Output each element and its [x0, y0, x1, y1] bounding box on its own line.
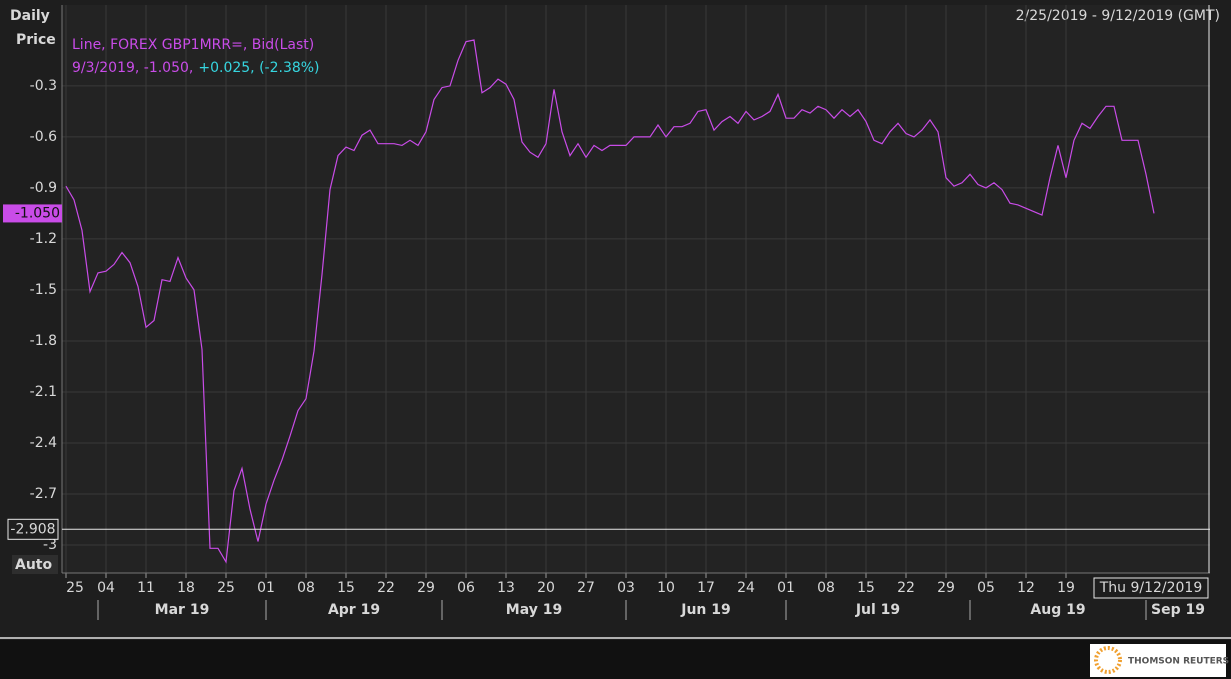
month-label: Apr 19 — [328, 602, 380, 618]
x-tick-label: 01 — [777, 580, 795, 596]
crosshair-y-box — [7, 518, 59, 540]
y-tick-label: -1.2 — [30, 231, 57, 247]
x-tick-label: 19 — [1057, 580, 1075, 596]
x-tick-label: 25 — [66, 580, 84, 596]
x-tick-label: 15 — [337, 580, 355, 596]
x-tick-label: 27 — [577, 580, 595, 596]
x-tick-label: 01 — [257, 580, 275, 596]
legend-entry: Line, FOREX GBP1MRR=, Bid(Last) — [72, 37, 314, 53]
x-tick-label: 25 — [217, 580, 235, 596]
legend-detail-part: +0.025, (-2.38%) — [198, 60, 319, 76]
month-label: Sep 19 — [1151, 602, 1205, 618]
y-tick-label: -1.5 — [30, 282, 57, 298]
y-tick-label: -2.7 — [30, 486, 57, 502]
y-tick-label: -2.4 — [30, 435, 57, 451]
x-tick-label: 18 — [177, 580, 195, 596]
x-tick-label: 13 — [497, 580, 515, 596]
y-tick-label: -1.8 — [30, 333, 57, 349]
month-label: Aug 19 — [1030, 602, 1085, 618]
last-value-label: -1.050 — [15, 205, 60, 221]
x-tick-label: 29 — [937, 580, 955, 596]
x-tick-label: 12 — [1017, 580, 1035, 596]
brand-name: THOMSON REUTERS — [1128, 657, 1229, 667]
scale-mode-box[interactable] — [12, 555, 58, 574]
plot-layer: -0.3 -0.6 -0.9 -1.2 -1.5 -1.8 -2.1 -2.4 -2.7 -3 25… — [3, 5, 1210, 620]
x-tick-label: 20 — [537, 580, 555, 596]
footer-bar — [0, 640, 1231, 679]
legend-detail: 9/3/2019, -1.050, +0.025, (-2.38%) — [72, 60, 320, 76]
crosshair-y-label: -2.908 — [10, 521, 55, 537]
y-tick-label: -0.3 — [30, 78, 57, 94]
scale-mode[interactable]: Auto — [15, 557, 52, 573]
x-tick-label: 06 — [457, 580, 475, 596]
crosshair-x-box — [1093, 577, 1209, 599]
month-label: Mar 19 — [155, 602, 210, 618]
x-tick-label: 08 — [817, 580, 835, 596]
date-range: 2/25/2019 - 9/12/2019 (GMT) — [1016, 8, 1220, 24]
x-tick-label: 22 — [377, 580, 395, 596]
axis-label: Price — [16, 32, 56, 48]
x-tick-label: 04 — [97, 580, 115, 596]
crosshair-x-label: Thu 9/12/2019 — [1099, 580, 1203, 596]
x-tick-label: 03 — [617, 580, 635, 596]
month-label: Jul 19 — [855, 602, 900, 618]
y-tick-label: -0.9 — [30, 180, 57, 196]
last-value-tag — [3, 204, 62, 223]
x-tick-label: 05 — [977, 580, 995, 596]
brand-logo — [1094, 646, 1122, 674]
legend-detail-part: 9/3/2019, -1.050, — [72, 60, 193, 76]
price-line — [65, 39, 1155, 564]
plot-area — [62, 5, 1210, 573]
month-label: Jun 19 — [680, 602, 731, 618]
x-tick-label: 29 — [417, 580, 435, 596]
y-tick-label: -3 — [43, 537, 57, 553]
x-tick-label: 08 — [297, 580, 315, 596]
x-tick-label: 17 — [697, 580, 715, 596]
x-tick-label: 24 — [737, 580, 755, 596]
month-label: May 19 — [506, 602, 562, 618]
y-tick-label: -2.1 — [30, 384, 57, 400]
x-tick-label: 11 — [137, 580, 155, 596]
period-label: Daily — [10, 8, 50, 24]
x-tick-label: 10 — [657, 580, 675, 596]
y-tick-label: -0.6 — [30, 129, 57, 145]
x-tick-label: 15 — [857, 580, 875, 596]
x-tick-label: 22 — [897, 580, 915, 596]
